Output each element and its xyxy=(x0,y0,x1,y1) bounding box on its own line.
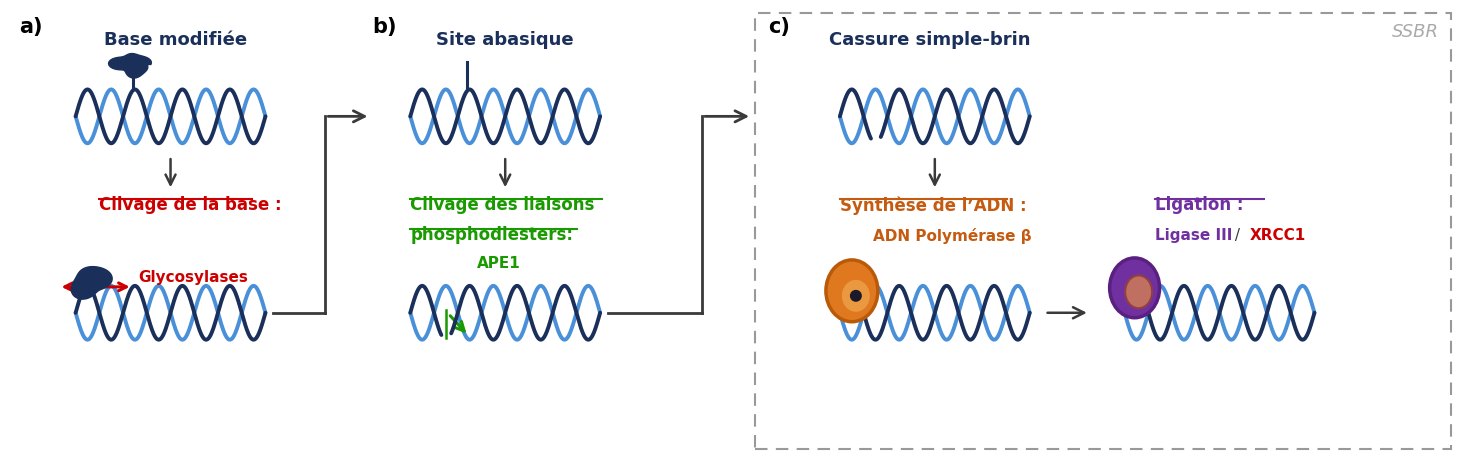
Text: ADN Polymérase β: ADN Polymérase β xyxy=(873,228,1032,244)
Text: Synthèse de l’ADN :: Synthèse de l’ADN : xyxy=(840,196,1026,215)
Text: Glycosylases: Glycosylases xyxy=(139,271,249,285)
Text: a): a) xyxy=(19,17,42,37)
Text: phosphodiesters:: phosphodiesters: xyxy=(410,226,574,244)
Text: Ligation :: Ligation : xyxy=(1155,196,1243,214)
Text: SSBR: SSBR xyxy=(1392,22,1439,41)
Text: Clivage des liaisons: Clivage des liaisons xyxy=(410,196,594,214)
Text: Base modifiée: Base modifiée xyxy=(104,30,247,49)
Bar xyxy=(755,13,1451,449)
Polygon shape xyxy=(108,53,151,78)
Ellipse shape xyxy=(1126,275,1152,308)
Ellipse shape xyxy=(842,280,870,312)
Polygon shape xyxy=(72,267,113,299)
Text: c): c) xyxy=(769,17,791,37)
Text: Site abasique: Site abasique xyxy=(436,30,574,49)
Circle shape xyxy=(851,290,862,302)
Ellipse shape xyxy=(1110,258,1159,318)
Ellipse shape xyxy=(826,260,878,322)
Text: Clivage de la base :: Clivage de la base : xyxy=(98,196,281,214)
Text: Cassure simple-brin: Cassure simple-brin xyxy=(829,30,1031,49)
Text: XRCC1: XRCC1 xyxy=(1249,228,1306,243)
Text: /: / xyxy=(1230,228,1244,243)
Text: Ligase III: Ligase III xyxy=(1155,228,1233,243)
Text: APE1: APE1 xyxy=(477,256,521,271)
Text: b): b) xyxy=(372,17,397,37)
